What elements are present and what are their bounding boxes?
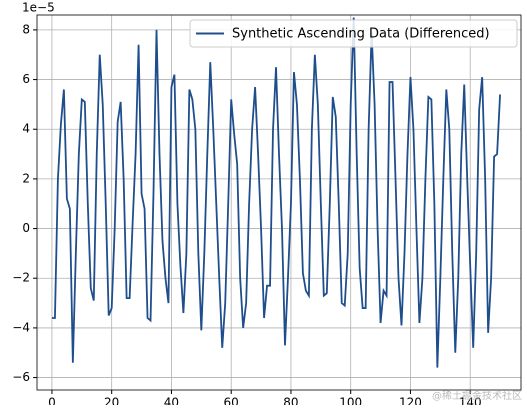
data-line [51, 17, 501, 368]
legend-box [189, 19, 518, 48]
offset-label: 1e−5 [22, 1, 55, 15]
y-tick-label: −6 [12, 370, 30, 384]
x-tick-label: 60 [224, 396, 239, 406]
x-tick-label: 0 [48, 396, 56, 406]
y-tick-label: 4 [22, 122, 30, 136]
x-tick-label: 20 [104, 396, 119, 406]
y-tick-label: 0 [22, 221, 30, 235]
x-tick-label: 100 [339, 396, 362, 406]
legend-label: Synthetic Ascending Data (Differenced) [232, 27, 490, 42]
watermark: @稀土掘金技术社区 [432, 389, 522, 402]
y-tick-label: 8 [22, 22, 30, 36]
plot-frame [36, 14, 522, 391]
y-tick-label: 2 [22, 171, 30, 185]
y-tick-label: −2 [12, 271, 30, 285]
x-tick-label: 80 [283, 396, 298, 406]
y-tick-label: −4 [12, 320, 30, 334]
y-tick-label: 6 [22, 72, 30, 86]
x-tick-label: 40 [164, 396, 179, 406]
x-tick-label: 120 [399, 396, 422, 406]
